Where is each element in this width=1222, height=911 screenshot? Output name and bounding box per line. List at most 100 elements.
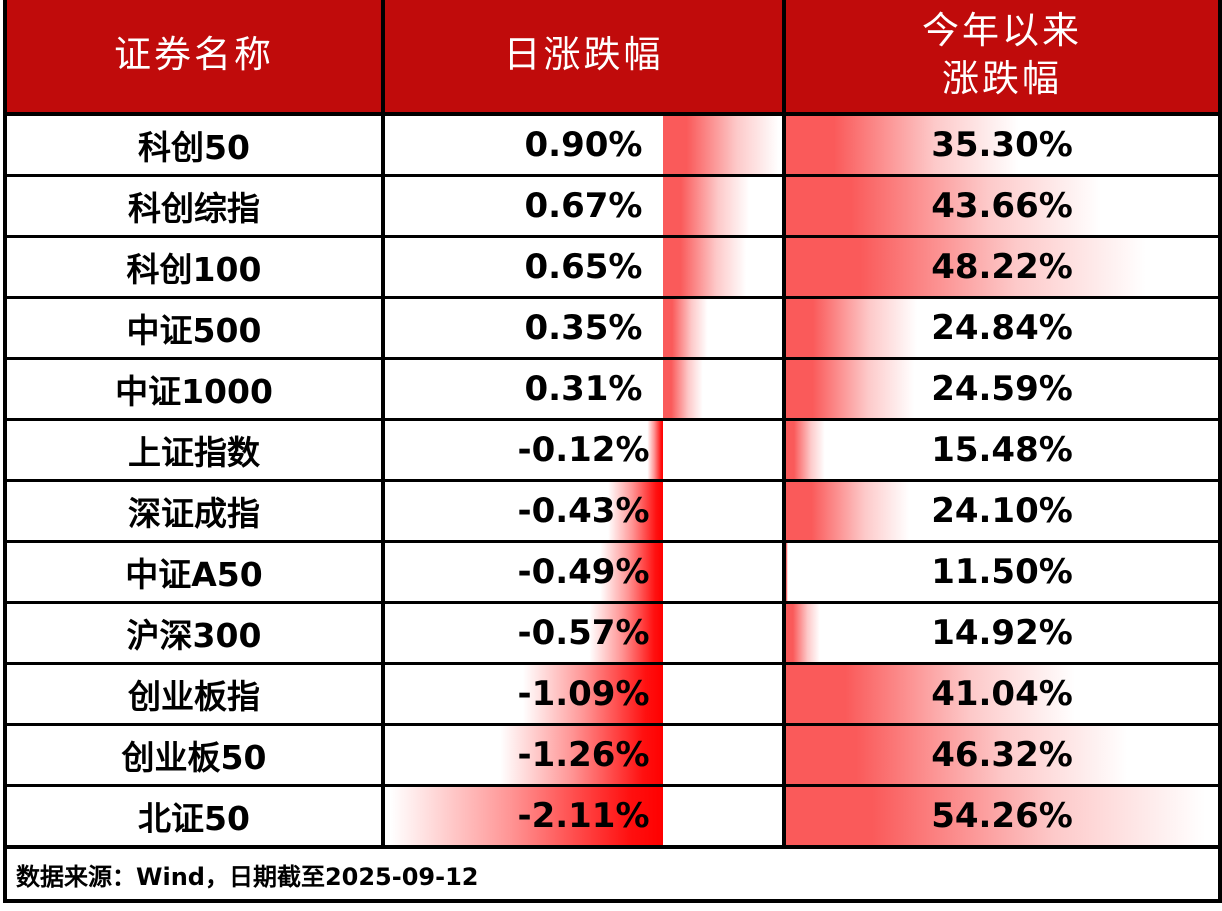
daily-change-databar — [606, 482, 664, 540]
daily-change-databar — [647, 421, 664, 479]
ytd-change-cell: 15.48% — [782, 421, 1218, 479]
daily-change-value: 0.65% — [524, 247, 643, 287]
daily-change-value: 0.35% — [524, 308, 643, 348]
security-name: 创业板指 — [128, 677, 260, 716]
daily-change-databar — [519, 665, 664, 723]
ytd-change-cell: 24.10% — [782, 482, 1218, 540]
ytd-change-databar — [786, 543, 789, 601]
table-footer: 数据来源：Wind，日期截至2025-09-12 — [7, 848, 1218, 899]
ytd-change-cell: 35.30% — [782, 116, 1218, 174]
ytd-change-value: 43.66% — [931, 186, 1073, 226]
ytd-change-value: 35.30% — [931, 125, 1073, 165]
security-name-cell: 科创综指 — [7, 177, 381, 235]
security-name-cell: 中证A50 — [7, 543, 381, 601]
table-row: 科创50 0.90% 35.30% — [7, 116, 1218, 177]
ytd-change-value: 41.04% — [931, 674, 1073, 714]
table-row: 创业板50 -1.26% 46.32% — [7, 726, 1218, 787]
security-name: 上证指数 — [128, 433, 260, 472]
daily-change-cell: -0.12% — [381, 421, 782, 479]
ytd-change-databar — [786, 360, 919, 418]
ytd-change-cell: 14.92% — [782, 604, 1218, 662]
header-ytd-change: 今年以来 涨跌幅 — [782, 0, 1218, 112]
table-row: 中证A50 -0.49% 11.50% — [7, 543, 1218, 604]
ytd-change-value: 46.32% — [931, 735, 1073, 775]
ytd-change-cell: 24.59% — [782, 360, 1218, 418]
ytd-change-value: 14.92% — [931, 613, 1073, 653]
table-row: 中证500 0.35% 24.84% — [7, 299, 1218, 360]
ytd-change-value: 24.59% — [931, 369, 1073, 409]
security-name-cell: 科创100 — [7, 238, 381, 296]
ytd-change-cell: 43.66% — [782, 177, 1218, 235]
ytd-change-cell: 41.04% — [782, 665, 1218, 723]
daily-change-databar — [663, 116, 782, 174]
daily-change-databar — [663, 360, 705, 418]
table-row: 深证成指 -0.43% 24.10% — [7, 482, 1218, 543]
ytd-change-cell: 24.84% — [782, 299, 1218, 357]
table-row: 中证1000 0.31% 24.59% — [7, 360, 1218, 421]
daily-change-cell: -1.26% — [381, 726, 782, 784]
security-name-cell: 北证50 — [7, 787, 381, 845]
security-name-cell: 科创50 — [7, 116, 381, 174]
daily-change-value: -1.26% — [517, 735, 650, 775]
ytd-change-value: 11.50% — [931, 552, 1073, 592]
ytd-change-cell: 46.32% — [782, 726, 1218, 784]
security-name-cell: 创业板50 — [7, 726, 381, 784]
daily-change-value: -0.12% — [517, 430, 650, 470]
header-security-name: 证券名称 — [7, 0, 381, 112]
daily-change-cell: -0.49% — [381, 543, 782, 601]
daily-change-cell: 0.35% — [381, 299, 782, 357]
daily-change-value: 0.67% — [524, 186, 643, 226]
security-name: 北证50 — [138, 799, 250, 838]
ytd-change-databar — [786, 421, 827, 479]
daily-change-value: -2.11% — [517, 796, 650, 836]
security-name: 科创100 — [126, 250, 262, 289]
daily-change-databar — [385, 787, 664, 845]
security-name-cell: 中证1000 — [7, 360, 381, 418]
daily-change-databar — [663, 299, 710, 357]
daily-change-cell: 0.67% — [381, 177, 782, 235]
daily-change-cell: -0.57% — [381, 604, 782, 662]
header-daily-change-label: 日涨跌幅 — [503, 35, 664, 76]
ytd-change-databar — [786, 604, 821, 662]
security-name-cell: 创业板指 — [7, 665, 381, 723]
table-row: 上证指数 -0.12% 15.48% — [7, 421, 1218, 482]
header-daily-change: 日涨跌幅 — [381, 0, 782, 112]
table-body: 科创50 0.90% 35.30% 科创综指 0.67% 43.66% 科创100 0.65%… — [7, 116, 1218, 848]
daily-change-value: -0.57% — [517, 613, 650, 653]
table-row: 北证50 -2.11% 54.26% — [7, 787, 1218, 848]
header-ytd-change-label: 今年以来 涨跌幅 — [922, 11, 1082, 100]
security-name: 沪深300 — [126, 616, 262, 655]
security-name: 科创50 — [138, 128, 250, 167]
ytd-change-value: 24.10% — [931, 491, 1073, 531]
header-security-name-label: 证券名称 — [114, 35, 274, 76]
ytd-change-databar — [786, 787, 1218, 845]
ytd-change-databar — [786, 299, 921, 357]
security-name-cell: 沪深300 — [7, 604, 381, 662]
daily-change-cell: 0.31% — [381, 360, 782, 418]
daily-change-value: -0.49% — [517, 552, 650, 592]
daily-change-cell: 0.90% — [381, 116, 782, 174]
daily-change-databar — [497, 726, 664, 784]
daily-change-value: -0.43% — [517, 491, 650, 531]
ytd-change-cell: 48.22% — [782, 238, 1218, 296]
daily-change-databar — [598, 543, 664, 601]
table-header-row: 证券名称 日涨跌幅 今年以来 涨跌幅 — [7, 0, 1218, 116]
security-name: 科创综指 — [128, 189, 260, 228]
daily-change-value: 0.90% — [524, 125, 643, 165]
daily-change-cell: -2.11% — [381, 787, 782, 845]
security-name-cell: 中证500 — [7, 299, 381, 357]
daily-change-databar — [588, 604, 664, 662]
security-name: 中证A50 — [125, 555, 263, 594]
index-performance-table: 证券名称 日涨跌幅 今年以来 涨跌幅 科创50 0.90% 35.30% 科创综指 0.… — [3, 0, 1222, 903]
ytd-change-databar — [786, 177, 1111, 235]
ytd-change-databar — [786, 116, 1027, 174]
ytd-change-databar — [786, 665, 1085, 723]
ytd-change-value: 15.48% — [931, 430, 1073, 470]
table-row: 沪深300 -0.57% 14.92% — [7, 604, 1218, 665]
ytd-change-value: 24.84% — [931, 308, 1073, 348]
security-name-cell: 深证成指 — [7, 482, 381, 540]
ytd-change-databar — [786, 482, 914, 540]
security-name-cell: 上证指数 — [7, 421, 381, 479]
security-name: 中证1000 — [115, 372, 273, 411]
daily-change-cell: 0.65% — [381, 238, 782, 296]
